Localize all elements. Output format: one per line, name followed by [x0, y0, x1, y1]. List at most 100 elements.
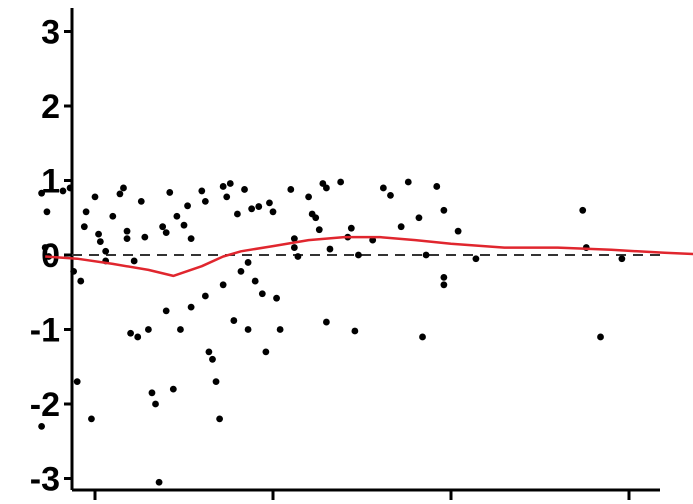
y-tick-label: -3	[30, 461, 60, 499]
data-point	[223, 193, 231, 201]
data-point	[43, 208, 51, 216]
data-point	[137, 197, 145, 205]
data-point	[287, 186, 295, 193]
data-point	[440, 281, 448, 289]
data-point	[440, 206, 448, 214]
data-point	[70, 267, 78, 275]
data-point	[323, 318, 330, 326]
data-point	[102, 247, 110, 255]
data-point	[241, 186, 248, 193]
data-point	[355, 251, 362, 259]
data-point	[134, 333, 142, 341]
data-point	[38, 422, 45, 430]
data-point	[66, 184, 74, 192]
data-point	[294, 253, 302, 260]
data-point	[262, 348, 270, 356]
data-point	[127, 329, 134, 337]
data-point	[145, 326, 152, 333]
data-point	[433, 183, 441, 190]
data-point	[579, 206, 587, 214]
data-point	[73, 378, 81, 386]
data-point	[273, 294, 280, 302]
data-point	[159, 223, 167, 231]
data-point	[248, 205, 256, 213]
data-point	[326, 245, 334, 253]
y-tick-label: 1	[41, 163, 60, 201]
data-point	[162, 307, 170, 315]
data-point	[290, 235, 298, 243]
data-point	[419, 333, 426, 341]
data-point	[38, 189, 45, 197]
data-point	[152, 400, 159, 408]
data-point	[130, 257, 138, 265]
data-point	[347, 224, 355, 232]
data-points	[38, 178, 626, 486]
data-point	[212, 378, 220, 386]
data-point	[315, 226, 323, 234]
data-point	[618, 255, 626, 263]
data-point	[123, 227, 131, 235]
data-point	[597, 333, 604, 341]
data-point	[177, 326, 184, 333]
data-point	[415, 214, 423, 222]
data-point	[440, 273, 448, 281]
data-point	[234, 210, 241, 218]
data-point	[184, 202, 191, 210]
data-point	[404, 178, 412, 186]
data-point	[397, 223, 405, 231]
data-point	[323, 184, 330, 192]
data-point	[41, 244, 49, 251]
data-point	[351, 327, 359, 335]
data-point	[77, 277, 85, 285]
data-point	[226, 180, 234, 187]
data-point	[369, 236, 377, 244]
data-point	[141, 233, 149, 241]
data-point	[148, 389, 156, 397]
y-tick-label: -2	[30, 386, 60, 424]
data-point	[251, 277, 259, 285]
data-point	[120, 184, 127, 192]
data-point	[180, 221, 188, 229]
data-point	[219, 281, 227, 289]
data-point	[237, 267, 245, 275]
data-point	[472, 255, 480, 263]
data-point	[198, 187, 206, 195]
y-tick-label: 3	[41, 14, 60, 52]
data-point	[219, 183, 227, 190]
data-point	[205, 348, 213, 356]
data-point	[244, 326, 252, 333]
data-point	[387, 192, 394, 199]
data-point	[155, 478, 163, 486]
data-point	[96, 238, 104, 245]
data-point	[95, 230, 102, 238]
data-point	[244, 259, 252, 266]
data-point	[454, 227, 462, 235]
data-point	[187, 303, 195, 311]
y-axis: 3210-1-2-3	[30, 8, 74, 499]
data-point	[230, 317, 238, 324]
y-tick-label: 2	[41, 88, 60, 126]
data-point	[290, 244, 298, 251]
data-point	[276, 326, 284, 333]
data-point	[116, 190, 124, 198]
data-point	[312, 214, 320, 222]
data-point	[91, 193, 99, 201]
data-point	[82, 208, 90, 216]
data-point	[59, 187, 67, 195]
data-point	[255, 203, 263, 210]
data-point	[269, 208, 277, 216]
data-point	[305, 193, 312, 201]
smooth-line-path	[45, 235, 693, 278]
data-point	[166, 189, 174, 196]
x-axis	[72, 488, 660, 500]
data-point	[173, 212, 181, 220]
data-point	[162, 229, 170, 237]
data-point	[337, 178, 345, 186]
data-point	[379, 184, 387, 192]
data-point	[80, 223, 88, 231]
data-point	[187, 235, 195, 243]
y-tick-label: -1	[30, 312, 60, 350]
data-point	[216, 415, 224, 423]
data-point	[109, 212, 117, 220]
